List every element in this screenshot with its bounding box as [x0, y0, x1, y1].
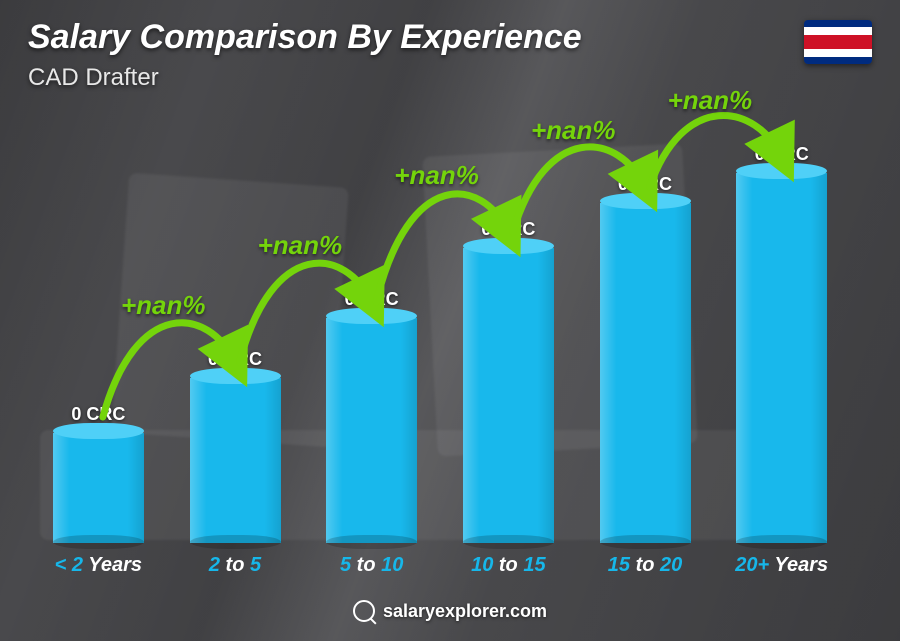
source-attribution: salaryexplorer.com [0, 600, 900, 627]
increase-arc-1 [240, 263, 372, 362]
chart-stage: Salary Comparison By Experience CAD Draf… [0, 0, 900, 641]
increase-arc-2 [376, 194, 508, 302]
flag-costa-rica [804, 20, 872, 64]
bar-chart: 0 CRC0 CRC0 CRC0 CRC0 CRC0 CRC < 2 Years… [30, 120, 850, 571]
source-site-text: salaryexplorer.com [383, 601, 547, 622]
arc-label-3: +nan% [531, 115, 616, 146]
arc-label-1: +nan% [258, 230, 343, 261]
arc-label-4: +nan% [668, 85, 753, 116]
increase-arc-4 [650, 115, 782, 187]
chart-subtitle: CAD Drafter [28, 64, 159, 92]
search-icon [353, 600, 375, 622]
increase-arc-0 [103, 323, 235, 417]
arc-label-2: +nan% [394, 160, 479, 191]
increase-arc-3 [513, 147, 645, 232]
arc-label-0: +nan% [121, 290, 206, 321]
chart-title: Salary Comparison By Experience [28, 18, 582, 57]
